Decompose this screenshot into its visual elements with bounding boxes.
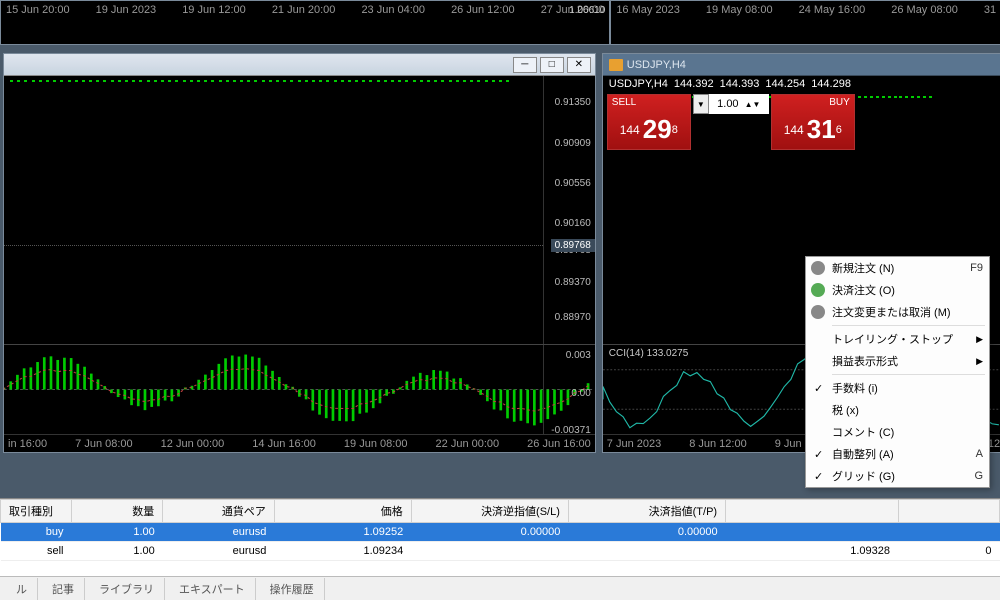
sell-button[interactable]: SELL 144 298 — [607, 94, 691, 150]
menu-item[interactable]: コメント (C) — [806, 421, 989, 443]
left-oscillator: 0.0030.00-0.00371 — [4, 344, 595, 434]
top-left-chart: 1.06610 15 Jun 20:0019 Jun 202319 Jun 12… — [0, 0, 610, 45]
table-header[interactable]: 通貨ペア — [163, 500, 275, 523]
table-header[interactable]: 価格 — [274, 500, 411, 523]
tab[interactable]: ライブラリ — [89, 578, 165, 600]
menu-item[interactable]: 新規注文 (N)F9 — [806, 257, 989, 279]
menu-item[interactable]: トレイリング・ストップ▶ — [806, 328, 989, 350]
fx-icon — [609, 59, 623, 71]
tab[interactable]: 操作履歴 — [260, 578, 325, 600]
left-titlebar: ─ □ ✕ — [4, 54, 595, 76]
menu-item[interactable]: 損益表示形式▶ — [806, 350, 989, 372]
right-titlebar: USDJPY,H4 — [603, 54, 1000, 76]
table-header[interactable]: 取引種別 — [1, 500, 72, 523]
top-right-chart: 16 May 202319 May 08:0024 May 16:0026 Ma… — [610, 0, 1000, 45]
table-row[interactable]: sell1.00eurusd1.092341.093280 — [1, 542, 1000, 561]
trade-panel: SELL 144 298 ▼ 1.00▲▼ BUY 144 316 — [607, 94, 855, 150]
table-header[interactable] — [898, 500, 1000, 523]
tab[interactable]: 記事 — [42, 578, 85, 600]
context-menu: 新規注文 (N)F9決済注文 (O)注文変更または取消 (M) トレイリング・スト… — [805, 256, 990, 488]
x-axis-top-left: 15 Jun 20:0019 Jun 202319 Jun 12:0021 Ju… — [1, 1, 609, 19]
table-header[interactable] — [726, 500, 898, 523]
y-label: 1.06610 — [569, 5, 605, 16]
menu-item[interactable]: ✓手数料 (i) — [806, 377, 989, 399]
edit-icon — [811, 305, 825, 319]
tab[interactable]: ル — [6, 578, 38, 600]
table-row[interactable]: buy1.00eurusd1.092520.000000.00000 — [1, 523, 1000, 542]
lot-dropdown[interactable]: ▼ — [693, 94, 709, 114]
menu-item[interactable]: 税 (x) — [806, 399, 989, 421]
table-header[interactable]: 決済指値(T/P) — [568, 500, 725, 523]
left-chart-body[interactable]: 0.913500.909090.905560.901600.897680.893… — [4, 76, 595, 344]
bottom-tabs: ル記事ライブラリエキスパート操作履歴 — [0, 576, 1000, 600]
close-button[interactable]: ✕ — [567, 57, 591, 73]
menu-item[interactable]: ✓自動整列 (A)A — [806, 443, 989, 465]
tab[interactable]: エキスパート — [169, 578, 256, 600]
plus-icon — [811, 261, 825, 275]
menu-item[interactable]: 注文変更または取消 (M) — [806, 301, 989, 323]
x-axis-top-right: 16 May 202319 May 08:0024 May 16:0026 Ma… — [611, 1, 1000, 19]
menu-item[interactable]: ✓グリッド (G)G — [806, 465, 989, 487]
table-header[interactable]: 決済逆指値(S/L) — [411, 500, 568, 523]
maximize-button[interactable]: □ — [540, 57, 564, 73]
menu-item[interactable]: 決済注文 (O) — [806, 279, 989, 301]
left-chart-panel: ─ □ ✕ 0.913500.909090.905560.901600.8976… — [3, 53, 596, 453]
table-header[interactable]: 数量 — [71, 500, 162, 523]
chart-title: USDJPY,H4 — [627, 59, 686, 71]
left-x-axis: in 16:007 Jun 08:0012 Jun 00:0014 Jun 16… — [4, 434, 595, 452]
ohlc-bar: USDJPY,H4 144.392 144.393 144.254 144.29… — [603, 76, 1000, 92]
lot-input[interactable]: 1.00▲▼ — [709, 94, 769, 114]
buy-button[interactable]: BUY 144 316 — [771, 94, 855, 150]
minimize-button[interactable]: ─ — [513, 57, 537, 73]
positions-table: 取引種別数量通貨ペア価格決済逆指値(S/L)決済指値(T/P)buy1.00eu… — [0, 498, 1000, 576]
plus-green-icon — [811, 283, 825, 297]
